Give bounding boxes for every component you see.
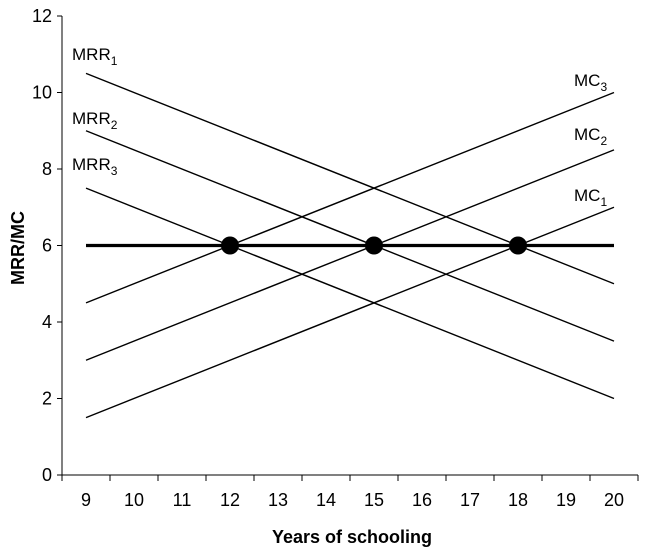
series-label-mc1: MC1 [574, 186, 607, 209]
y-axis-title: MRR/MC [8, 211, 28, 285]
series-labels: MRR1 MRR2 MRR3 MC1 MC2 MC3 [72, 45, 607, 209]
series-label-mc2: MC2 [574, 125, 607, 148]
series-label-mrr1: MRR1 [72, 45, 118, 68]
series-line-mc2 [85, 149, 615, 361]
x-tick-label: 17 [460, 490, 480, 510]
series-label-mrr2: MRR2 [72, 109, 118, 132]
x-tick-label: 15 [364, 490, 384, 510]
y-tick-label: 12 [32, 6, 52, 26]
y-tick-label: 6 [42, 236, 52, 256]
x-tick-label: 20 [604, 490, 624, 510]
series-line-mc1 [85, 206, 615, 419]
series-label-mrr3: MRR3 [72, 155, 118, 178]
y-tick-label: 8 [42, 159, 52, 179]
equilibrium-point [509, 236, 527, 255]
x-tick-label: 12 [220, 490, 240, 510]
y-tick-label: 10 [32, 83, 52, 103]
x-tick-label: 19 [556, 490, 576, 510]
series-line-mc3 [85, 91, 615, 304]
x-tick-label: 13 [268, 490, 288, 510]
y-tick-label: 4 [42, 312, 52, 332]
y-tick-label: 2 [42, 389, 52, 409]
equilibrium-point [365, 236, 383, 255]
x-tick-label: 9 [81, 490, 91, 510]
x-tick-label: 10 [124, 490, 144, 510]
y-tick-label: 0 [42, 465, 52, 485]
y-axis-ticks: 0 2 4 6 8 10 12 [32, 6, 62, 485]
series-line-mrr2 [85, 130, 615, 342]
equilibrium-point [221, 236, 239, 255]
x-tick-label: 18 [508, 490, 528, 510]
series-line-mrr3 [85, 187, 615, 400]
equilibrium-points [221, 236, 527, 255]
x-tick-label: 11 [173, 490, 192, 510]
x-tick-label: 16 [412, 490, 432, 510]
series-label-mc3: MC3 [574, 71, 607, 94]
x-tick-label: 14 [316, 490, 336, 510]
x-axis-title: Years of schooling [272, 527, 432, 547]
series-line-mrr1 [85, 72, 615, 285]
x-axis-ticks: 9 10 11 12 13 14 15 16 17 18 19 20 [61, 475, 639, 510]
